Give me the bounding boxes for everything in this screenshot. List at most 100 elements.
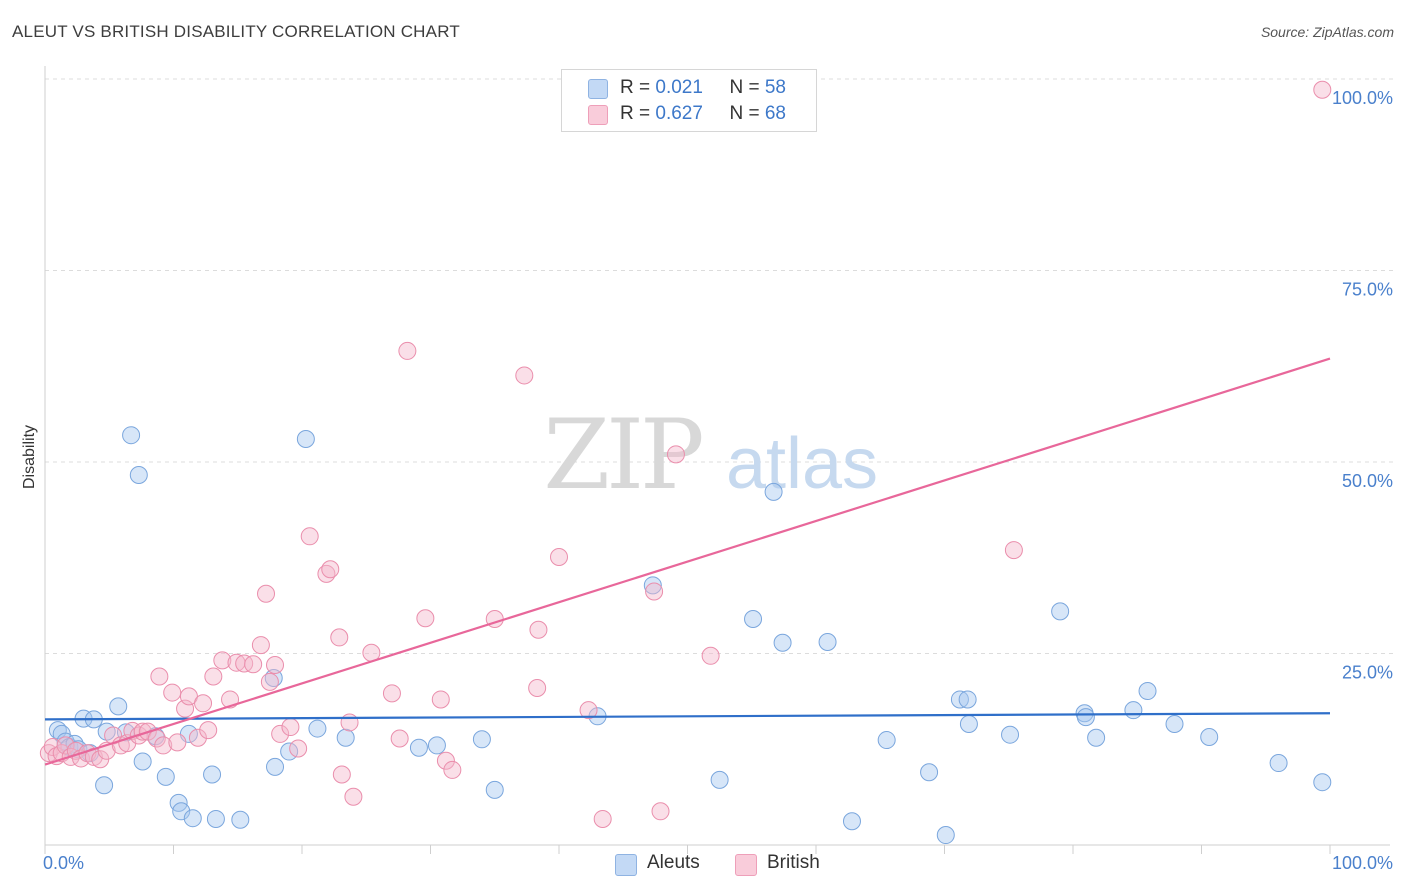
point-aleuts <box>183 809 202 828</box>
point-british <box>199 721 218 740</box>
point-british <box>593 809 612 828</box>
point-aleuts <box>336 728 355 747</box>
point-british <box>579 701 598 720</box>
point-aleuts <box>958 690 977 709</box>
watermark-atlas: atlas <box>726 424 878 504</box>
n-value-british: 68 <box>764 103 786 124</box>
point-british <box>398 341 417 360</box>
correlation-legend: R = 0.021 N = 58 R = 0.627 N = 68 <box>561 69 817 132</box>
point-british <box>529 620 548 639</box>
legend-swatch-aleuts <box>588 79 608 99</box>
point-aleuts <box>122 426 141 445</box>
point-aleuts <box>427 736 446 755</box>
point-british <box>168 733 187 752</box>
point-british <box>701 646 720 665</box>
point-british <box>436 751 455 770</box>
data-points <box>39 80 1332 845</box>
point-aleuts <box>1001 725 1020 744</box>
point-british <box>528 678 547 697</box>
point-aleuts <box>296 430 315 449</box>
y-tick-label: 50.0% <box>1342 471 1393 491</box>
point-aleuts <box>936 826 955 845</box>
point-aleuts <box>842 812 861 831</box>
point-british <box>56 736 75 755</box>
x-tick-label: 0.0% <box>43 853 84 873</box>
point-aleuts <box>1051 602 1070 621</box>
point-aleuts <box>818 633 837 652</box>
point-british <box>321 560 340 579</box>
point-british <box>266 655 285 674</box>
point-british <box>390 729 409 748</box>
point-british <box>194 694 213 713</box>
y-tick-label: 100.0% <box>1332 88 1393 108</box>
point-aleuts <box>133 752 152 771</box>
point-aleuts <box>877 731 896 750</box>
axes <box>44 66 1390 854</box>
point-aleuts <box>643 576 662 595</box>
point-british <box>332 765 351 784</box>
point-british <box>416 609 435 628</box>
point-aleuts <box>1269 754 1288 773</box>
point-british <box>43 737 62 756</box>
point-british <box>550 547 568 566</box>
y-tick-label: 25.0% <box>1342 663 1393 683</box>
point-aleuts <box>1124 701 1143 720</box>
point-aleuts <box>1165 714 1184 733</box>
n-value-aleuts: 58 <box>764 77 786 98</box>
point-british <box>289 739 308 758</box>
point-aleuts <box>109 697 128 716</box>
point-aleuts <box>203 765 222 784</box>
point-aleuts <box>1076 708 1095 727</box>
point-aleuts <box>95 776 114 795</box>
tick-labels: 25.0% 50.0% 75.0% 100.0% 0.0% 100.0% <box>43 88 1393 873</box>
point-aleuts <box>710 770 729 789</box>
trend-lines <box>44 357 1331 766</box>
point-british <box>204 667 223 686</box>
point-aleuts <box>485 780 504 799</box>
trend-line-british <box>44 357 1331 766</box>
point-british <box>235 654 254 673</box>
point-british <box>1004 541 1023 560</box>
point-british <box>281 718 300 737</box>
point-aleuts <box>950 690 969 709</box>
point-aleuts <box>744 610 763 629</box>
source-label: Source: ZipAtlas.com <box>1260 24 1394 40</box>
point-british <box>1313 80 1332 99</box>
point-aleuts <box>172 802 191 821</box>
point-british <box>344 787 363 806</box>
point-british <box>244 655 263 674</box>
point-british <box>163 683 182 702</box>
point-aleuts <box>1313 773 1332 792</box>
r-label: R = <box>620 103 656 124</box>
trend-line-aleuts <box>44 712 1331 721</box>
point-aleuts <box>266 757 285 776</box>
point-british <box>150 667 169 686</box>
point-british <box>330 628 349 647</box>
gridlines <box>45 78 1395 654</box>
point-aleuts <box>231 810 250 829</box>
watermark: ZIP atlas <box>543 399 878 511</box>
point-aleuts <box>129 466 148 485</box>
point-british <box>382 684 401 703</box>
point-aleuts <box>764 482 783 501</box>
point-british <box>515 366 534 385</box>
point-aleuts <box>1087 728 1106 747</box>
point-british <box>300 527 319 546</box>
point-aleuts <box>1200 727 1219 746</box>
legend-swatch-british <box>588 105 608 125</box>
point-aleuts <box>920 763 939 782</box>
point-aleuts <box>308 719 327 738</box>
point-british <box>651 802 670 821</box>
point-aleuts <box>1138 682 1157 701</box>
point-british <box>188 728 207 747</box>
legend-swatch-british <box>735 854 757 876</box>
point-british <box>251 636 270 655</box>
watermark-zip: ZIP <box>543 399 702 511</box>
y-axis-label: Disability <box>21 425 38 489</box>
point-british <box>666 445 685 464</box>
r-label: R = <box>620 77 656 98</box>
point-aleuts <box>959 714 978 733</box>
y-tick-label: 75.0% <box>1342 280 1393 300</box>
x-tick-label: 100.0% <box>1332 853 1393 873</box>
